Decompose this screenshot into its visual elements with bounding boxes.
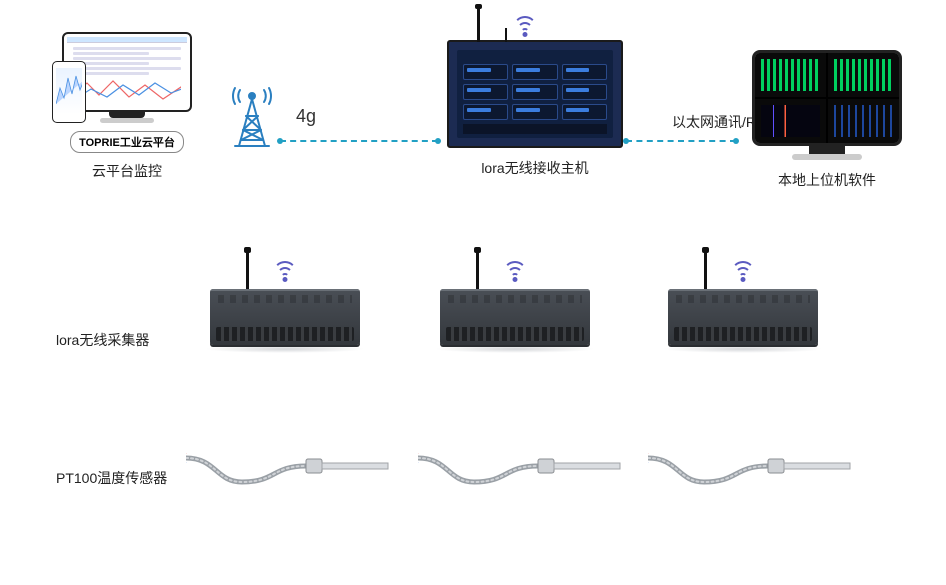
lora-host-group: lora无线接收主机: [440, 40, 630, 178]
cloud-platform-group: TOPRIE工业云平台 云平台监控: [52, 32, 202, 181]
toprie-badge: TOPRIE工业云平台: [70, 131, 184, 153]
link-left-dash: [280, 140, 438, 142]
lora-collector-2: [420, 265, 610, 353]
wifi-icon: [728, 259, 758, 281]
lora-collector-1: [190, 265, 380, 353]
phone-device: [52, 61, 86, 123]
local-pc-group: 本地上位机软件: [742, 50, 912, 190]
local-pc-caption: 本地上位机软件: [742, 170, 912, 190]
antenna-icon: [477, 6, 480, 42]
collector-device: [668, 289, 818, 345]
collector-device: [210, 289, 360, 345]
collector-device: [440, 289, 590, 345]
antenna-icon: [476, 249, 479, 289]
lora-host-device: [447, 40, 623, 148]
wifi-icon: [500, 259, 530, 281]
link-right-dash: [626, 140, 736, 142]
four-g-label: 4g: [296, 106, 316, 127]
pt100-sensor-1: [186, 452, 416, 522]
wifi-icon: [510, 14, 540, 36]
antenna-icon: [246, 249, 249, 289]
cloud-caption: 云平台监控: [52, 161, 202, 181]
lora-host-caption: lora无线接收主机: [440, 158, 630, 178]
monitor-chart-icon: [73, 77, 181, 105]
sensor-row-label: PT100温度传感器: [56, 468, 167, 488]
antenna-icon: [704, 249, 707, 289]
collector-row-label: lora无线采集器: [56, 330, 149, 350]
cell-tower-icon: [223, 86, 281, 148]
cloud-monitor-device: [62, 32, 192, 127]
local-pc-device: [752, 50, 902, 146]
pt100-sensor-2: [418, 452, 648, 522]
lora-collector-3: [648, 265, 838, 353]
wifi-icon: [270, 259, 300, 281]
pt100-sensor-3: [648, 452, 878, 522]
